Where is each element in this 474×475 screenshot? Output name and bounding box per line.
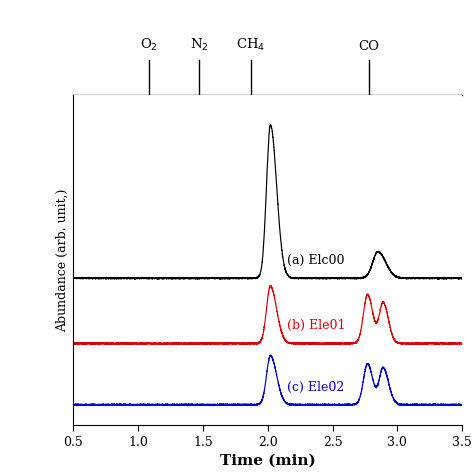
Text: (c) Ele02: (c) Ele02 [287, 380, 345, 393]
Text: (b) Ele01: (b) Ele01 [287, 319, 346, 332]
Y-axis label: Abundance (arb. unit,): Abundance (arb. unit,) [56, 188, 69, 332]
Text: O$_2$: O$_2$ [140, 37, 157, 53]
Text: CH$_4$: CH$_4$ [237, 37, 265, 53]
X-axis label: Time (min): Time (min) [220, 454, 316, 468]
Text: N$_2$: N$_2$ [190, 37, 209, 53]
Text: CO: CO [358, 40, 379, 53]
Text: (a) Elc00: (a) Elc00 [287, 254, 345, 267]
